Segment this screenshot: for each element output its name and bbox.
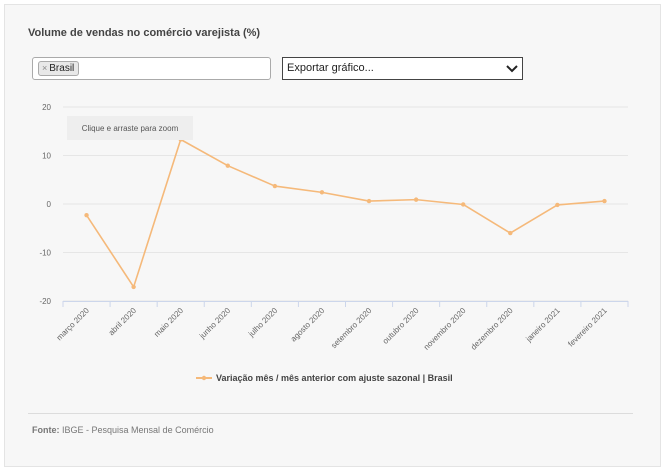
x-tick-label: março 2020 bbox=[55, 306, 92, 343]
series-line bbox=[85, 138, 605, 288]
x-tick-label: abril 2020 bbox=[107, 306, 139, 338]
source-label: Fonte: bbox=[32, 425, 60, 435]
x-tick-label: junho 2020 bbox=[197, 306, 232, 341]
chevron-down-icon bbox=[506, 58, 518, 79]
data-point bbox=[508, 230, 513, 236]
selected-region-label: Brasil bbox=[49, 63, 75, 74]
region-filter-input[interactable]: × Brasil bbox=[32, 57, 271, 80]
x-tick-label: maio 2020 bbox=[152, 306, 185, 339]
x-tick-label: setembro 2020 bbox=[329, 306, 373, 350]
export-select-label: Exportar gráfico... bbox=[287, 62, 374, 74]
x-tick-label: dezembro 2020 bbox=[469, 306, 515, 352]
x-tick-label: novembro 2020 bbox=[422, 306, 468, 352]
data-point bbox=[413, 197, 419, 202]
x-tick-label: janeiro 2021 bbox=[524, 306, 563, 345]
y-tick-label: 10 bbox=[42, 152, 51, 161]
data-point bbox=[84, 212, 89, 218]
data-point bbox=[131, 284, 136, 290]
data-point bbox=[319, 190, 325, 195]
legend-line-marker-icon bbox=[196, 375, 212, 381]
remove-tag-icon[interactable]: × bbox=[42, 63, 48, 73]
data-point bbox=[225, 163, 230, 168]
x-tick-label: fevereiro 2021 bbox=[566, 306, 609, 349]
x-tick-label: outubro 2020 bbox=[381, 306, 421, 346]
export-chart-select[interactable]: Exportar gráfico... bbox=[282, 57, 523, 80]
chart-card bbox=[4, 4, 661, 467]
chart-title: Volume de vendas no comércio varejista (… bbox=[28, 27, 261, 39]
footer-divider bbox=[28, 413, 633, 414]
y-tick-label: -20 bbox=[39, 297, 51, 306]
y-tick-label: -10 bbox=[39, 249, 51, 258]
selected-region-tag: × Brasil bbox=[38, 61, 80, 76]
source-text: IBGE - Pesquisa Mensal de Comércio bbox=[62, 425, 214, 435]
chart-legend[interactable]: Variação mês / mês anterior com ajuste s… bbox=[196, 371, 453, 385]
data-point bbox=[555, 202, 560, 208]
data-point bbox=[602, 198, 607, 204]
y-tick-label: 0 bbox=[47, 200, 52, 209]
y-tick-label: 20 bbox=[42, 103, 51, 112]
x-tick-label: julho 2020 bbox=[246, 306, 280, 340]
source-note: Fonte: IBGE - Pesquisa Mensal de Comérci… bbox=[32, 425, 214, 435]
x-tick-label: agosto 2020 bbox=[289, 306, 327, 344]
data-point bbox=[272, 183, 278, 189]
data-point bbox=[461, 202, 466, 207]
zoom-hint: Clique e arraste para zoom bbox=[67, 116, 193, 140]
data-point bbox=[366, 198, 372, 204]
legend-series-label: Variação mês / mês anterior com ajuste s… bbox=[216, 373, 453, 383]
